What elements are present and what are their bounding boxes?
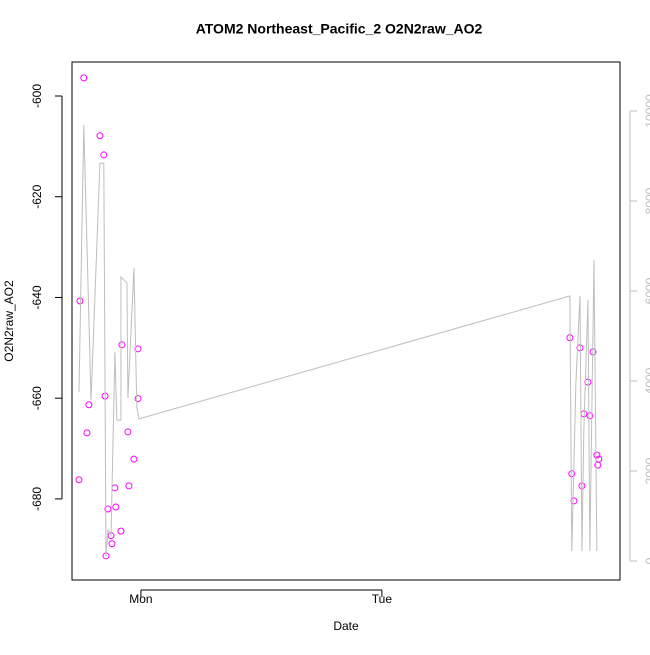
- chart-title: ATOM2 Northeast_Pacific_2 O2N2raw_AO2: [196, 21, 483, 37]
- data-point: [75, 476, 83, 484]
- data-point: [134, 395, 142, 403]
- data-point: [568, 470, 576, 478]
- y-tick-label: -660: [30, 386, 44, 410]
- y2-tick-label: 8000: [643, 187, 650, 214]
- data-point: [80, 74, 88, 82]
- plot-box: [71, 61, 621, 581]
- data-point: [83, 429, 91, 437]
- data-point: [85, 401, 93, 409]
- data-line: [78, 124, 598, 557]
- y2-tick-label: 4000: [643, 367, 650, 394]
- x-tick-label: Mon: [129, 592, 152, 606]
- y2-tick-label: 0: [643, 557, 650, 564]
- data-point: [125, 482, 133, 490]
- data-point: [108, 540, 116, 548]
- x-axis-label: Date: [333, 619, 359, 633]
- data-point: [112, 503, 120, 511]
- y2-tick-label: 10000: [643, 94, 650, 128]
- data-point: [593, 451, 601, 459]
- y-tick-label: -620: [30, 184, 44, 208]
- data-point: [134, 345, 142, 353]
- data-point: [100, 151, 108, 159]
- data-point: [76, 297, 84, 305]
- data-point: [124, 428, 132, 436]
- data-point: [586, 412, 594, 420]
- y2-tick-label: 2000: [643, 457, 650, 484]
- y-tick-label: -680: [30, 487, 44, 511]
- x-tick-label: Tue: [372, 592, 393, 606]
- data-point: [130, 455, 138, 463]
- y-tick-label: -640: [30, 285, 44, 309]
- data-point: [96, 132, 104, 140]
- y-axis-label: O2N2raw_AO2: [2, 280, 16, 362]
- data-point: [117, 527, 125, 535]
- y2-tick-label: 6000: [643, 277, 650, 304]
- data-point: [118, 341, 126, 349]
- y-tick-label: -600: [30, 84, 44, 108]
- data-point: [104, 505, 112, 513]
